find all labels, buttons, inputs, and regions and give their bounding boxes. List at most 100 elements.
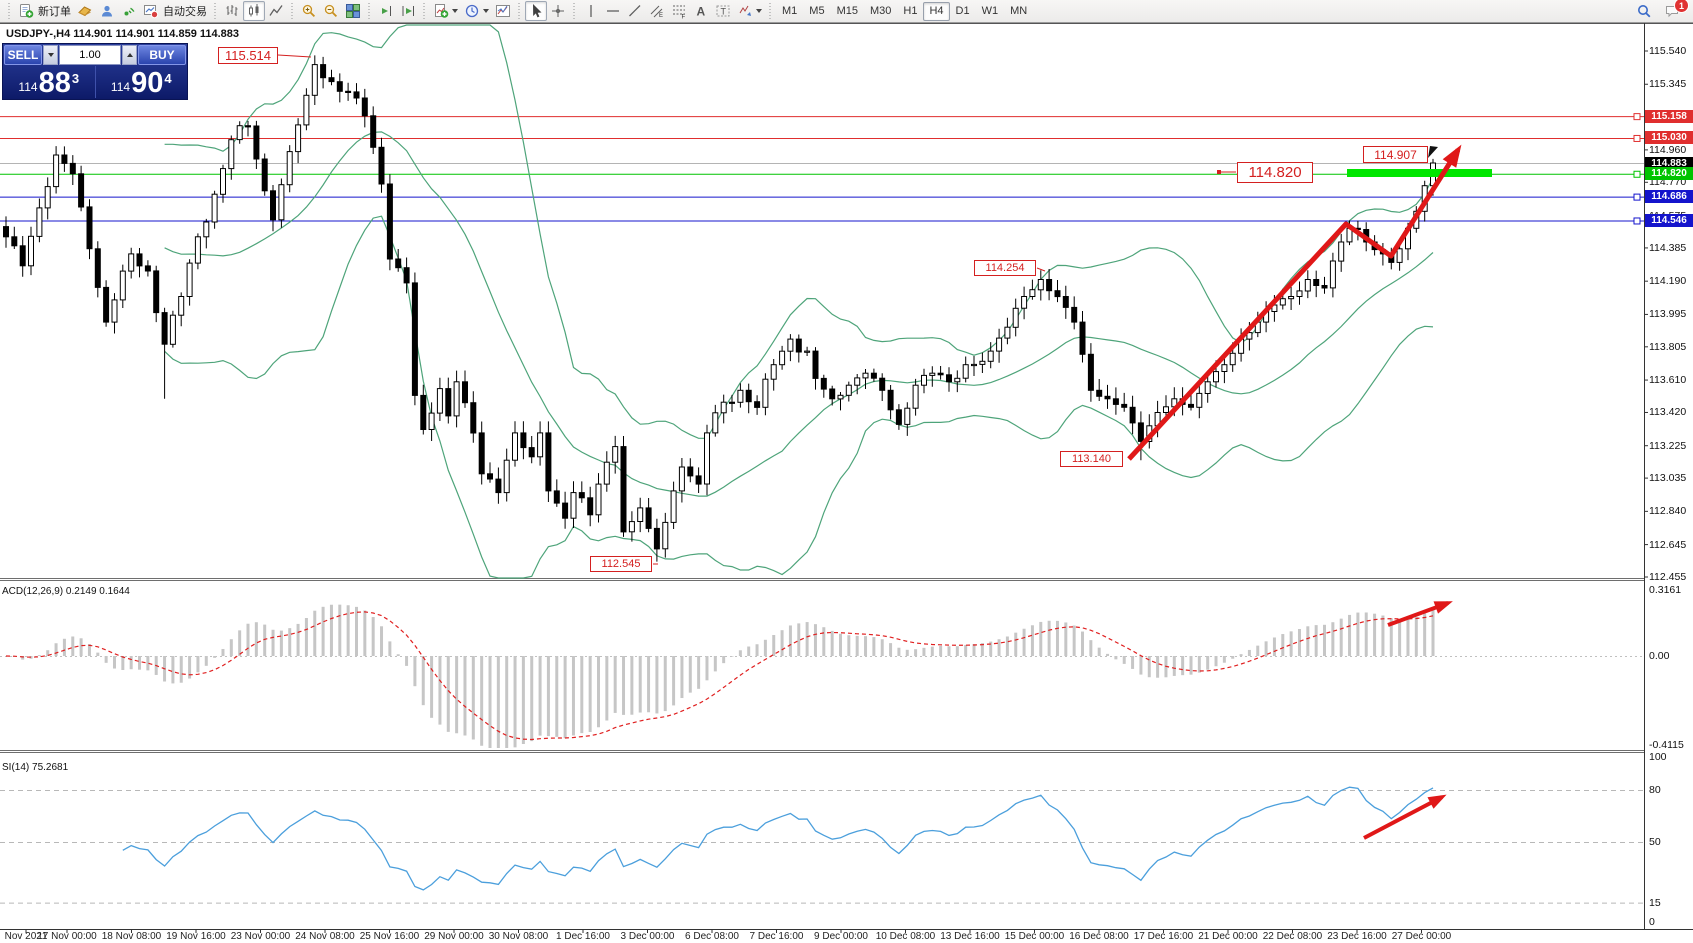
timeframe-d1-button[interactable]: D1 xyxy=(955,5,970,17)
price-tag[interactable]: 114.883 xyxy=(1645,156,1693,170)
crosshair-icon xyxy=(552,5,564,17)
timeframe-h1-button[interactable]: H1 xyxy=(903,5,918,17)
candle xyxy=(286,151,293,186)
price-axis-label: 113.610 xyxy=(1649,374,1687,387)
toolbar-grip xyxy=(367,3,372,19)
timeframe-mn-button[interactable]: MN xyxy=(1010,5,1028,17)
sell-button[interactable]: SELL xyxy=(4,45,42,65)
macd-axis-label: -0.4115 xyxy=(1649,739,1684,751)
horizontal-line-button[interactable] xyxy=(602,1,624,21)
search-button[interactable] xyxy=(1633,1,1655,21)
price-tag[interactable]: 115.030 xyxy=(1645,131,1693,145)
time-axis-label: 1 Dec 16:00 xyxy=(556,931,610,942)
auto-trading-button[interactable]: 自动交易 xyxy=(140,1,210,21)
price-tag[interactable]: 114.686 xyxy=(1645,190,1693,204)
crosshair-button[interactable] xyxy=(547,1,569,21)
new-order-button[interactable]: 新订单 xyxy=(15,1,74,21)
periods-button[interactable] xyxy=(461,1,492,21)
chart-shift-button[interactable] xyxy=(397,1,419,21)
line-chart-button[interactable] xyxy=(265,1,287,21)
candle xyxy=(779,350,786,366)
search-icon xyxy=(1638,5,1651,18)
volume-dropdown-button[interactable] xyxy=(43,45,58,65)
shapes-button[interactable] xyxy=(734,1,765,21)
ask-price-major: 114 xyxy=(110,80,131,94)
rsi-arrow-head[interactable] xyxy=(1427,794,1447,809)
community-button[interactable] xyxy=(96,1,118,21)
annotation-label-114.254[interactable]: 114.254 xyxy=(974,260,1036,276)
trend-zigzag-arrow[interactable] xyxy=(1127,148,1461,461)
candle xyxy=(420,394,427,430)
signals-button[interactable] xyxy=(118,1,140,21)
toolbar-grip xyxy=(422,3,427,19)
rsi-indicator-label: SI(14) 75.2681 xyxy=(2,762,69,773)
candle xyxy=(11,236,18,247)
bid-price[interactable]: 114 88 3 xyxy=(3,66,95,98)
line-handle[interactable] xyxy=(1633,134,1641,142)
rsi-trend-arrow[interactable] xyxy=(1363,795,1443,840)
indicators-button[interactable] xyxy=(430,1,461,21)
candle xyxy=(278,184,285,221)
timeframe-h4-button[interactable]: H4 xyxy=(923,1,950,21)
buy-button[interactable]: BUY xyxy=(138,45,186,65)
line-handle[interactable] xyxy=(1633,113,1641,121)
candle xyxy=(971,363,977,367)
candle xyxy=(395,258,402,269)
notifications-button[interactable]: 1 xyxy=(1661,0,1689,21)
candle xyxy=(620,446,627,533)
annotation-label-115.514[interactable]: 115.514 xyxy=(218,47,278,64)
candle xyxy=(253,125,260,160)
bar-chart-button[interactable] xyxy=(221,1,243,21)
text-label-button[interactable]: T xyxy=(712,1,734,21)
candle xyxy=(1129,406,1136,424)
cursor-button[interactable] xyxy=(525,1,547,21)
candle xyxy=(169,314,176,345)
annotation-label-114.820[interactable]: 114.820 xyxy=(1237,162,1313,183)
line-handle[interactable] xyxy=(1633,170,1641,178)
price-tag[interactable]: 114.546 xyxy=(1645,213,1693,227)
timeframe-m30-button[interactable]: M30 xyxy=(869,5,892,17)
volume-input[interactable] xyxy=(59,45,121,65)
zoom-in-button[interactable] xyxy=(298,1,320,21)
tile-windows-button[interactable] xyxy=(342,1,364,21)
ask-price[interactable]: 114 90 4 xyxy=(96,66,188,98)
macd-arrow-head[interactable] xyxy=(1433,601,1453,614)
auto-scroll-button[interactable] xyxy=(375,1,397,21)
zoom-out-icon xyxy=(324,4,338,18)
zoom-out-button[interactable] xyxy=(320,1,342,21)
text-button[interactable]: A xyxy=(690,1,712,21)
timeframe-w1-button[interactable]: W1 xyxy=(981,5,999,17)
candle xyxy=(737,389,744,403)
annotation-label-113.140[interactable]: 113.140 xyxy=(1060,451,1123,467)
fibonacci-button[interactable]: F xyxy=(668,1,690,21)
candle xyxy=(69,162,76,175)
price-tag[interactable]: 114.820 xyxy=(1645,167,1693,181)
annotation-connector xyxy=(277,54,312,58)
market-button[interactable] xyxy=(74,1,96,21)
volume-increase-button[interactable] xyxy=(122,45,137,65)
channel-button[interactable]: E xyxy=(646,1,668,21)
vertical-line-button[interactable] xyxy=(580,1,602,21)
line-handle[interactable] xyxy=(1633,193,1641,201)
annotation-label-114.907[interactable]: 114.907 xyxy=(1363,146,1428,163)
candlestick-chart-button[interactable] xyxy=(243,1,265,21)
market-icon xyxy=(78,6,92,17)
candle xyxy=(704,432,710,485)
annotation-anchor xyxy=(1217,170,1221,174)
candle xyxy=(929,372,936,376)
trend-arrow-head[interactable] xyxy=(1442,144,1462,168)
candle xyxy=(770,364,777,380)
candle xyxy=(1062,296,1069,308)
price-tag[interactable]: 115.158 xyxy=(1645,109,1693,123)
timeframe-m15-button[interactable]: M15 xyxy=(836,5,858,17)
trendline-button[interactable] xyxy=(624,1,646,21)
timeframe-m1-button[interactable]: M1 xyxy=(782,5,798,17)
templates-button[interactable] xyxy=(492,1,514,21)
highlight-zone-bar[interactable] xyxy=(1347,169,1492,177)
candle xyxy=(311,64,318,96)
line-handle[interactable] xyxy=(1633,217,1641,225)
timeframe-m5-button[interactable]: M5 xyxy=(809,5,825,17)
annotation-label-112.545[interactable]: 112.545 xyxy=(590,556,652,572)
candle xyxy=(670,490,677,523)
